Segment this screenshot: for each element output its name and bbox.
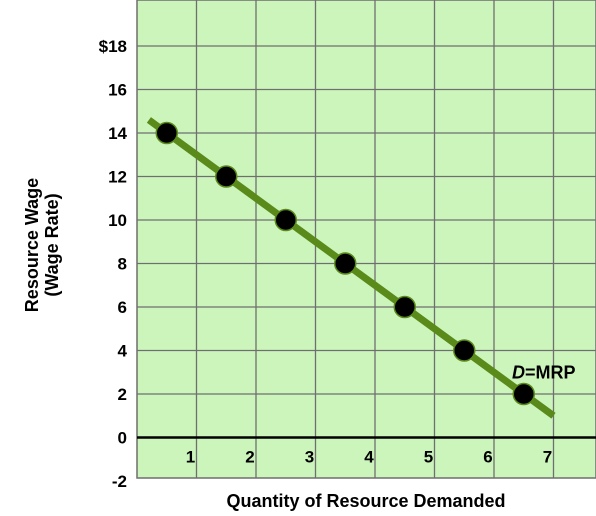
x-tick-label: 3 [305,448,314,467]
x-tick-label: 7 [543,448,552,467]
grid [137,0,596,478]
series-label-rest: =MRP [525,362,576,382]
x-tick-label: 5 [424,448,433,467]
x-axis-label: Quantity of Resource Demanded [226,491,505,511]
y-tick-label: 14 [108,124,127,143]
y-axis-label-line1: Resource Wage [22,178,42,312]
y-tick-label: 0 [118,429,127,448]
data-point [274,208,297,232]
plot-background [136,0,596,479]
y-tick-label: 2 [118,385,127,404]
x-tick-label: 2 [245,448,254,467]
data-point [512,382,535,406]
series-label: D=MRP [512,362,576,382]
x-tick-labels: 1 2 3 4 5 6 7 [186,448,552,467]
x-tick-label: 4 [364,448,374,467]
y-axis-label: Resource Wage (Wage Rate) [22,178,62,312]
y-tick-label: 10 [108,211,127,230]
y-tick-label: 4 [118,342,128,361]
data-point [155,121,178,145]
x-tick-label: 6 [483,448,492,467]
y-tick-label: -2 [112,472,127,491]
y-tick-label: 16 [108,81,127,100]
data-point [334,252,357,275]
y-tick-label: 8 [118,255,127,274]
y-tick-label: $18 [99,37,127,56]
y-axis-label-line2: (Wage Rate) [42,193,62,296]
data-point [393,295,416,319]
y-tick-labels: $18 16 14 12 10 8 6 4 2 0 -2 [99,37,128,491]
data-point [215,165,238,188]
data-point [453,339,476,362]
series-label-italic: D [512,362,525,382]
y-tick-label: 6 [118,298,127,317]
x-tick-label: 1 [186,448,195,467]
y-tick-label: 12 [108,168,127,187]
series-group: D=MRP [146,117,576,419]
